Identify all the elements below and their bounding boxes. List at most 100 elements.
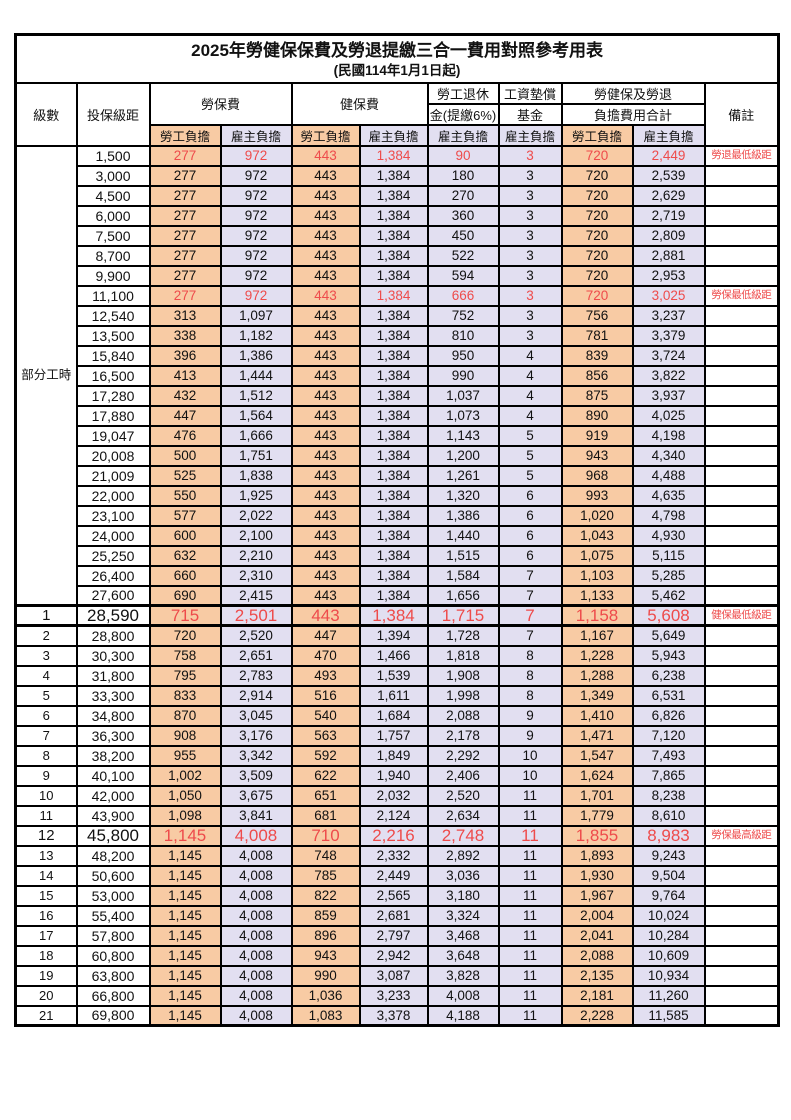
bracket-cell: 31,800 <box>75 664 151 687</box>
value-cell: 1,384 <box>358 544 429 567</box>
remark-cell <box>703 204 780 227</box>
level-cell: 5 <box>14 684 78 707</box>
level-cell: 2 <box>14 624 78 647</box>
value-cell: 2,088 <box>426 704 500 727</box>
value-cell: 4,340 <box>631 444 706 467</box>
value-cell: 313 <box>148 304 222 327</box>
table-row: 6 34,800 870 3,045 540 1,684 2,088 9 1,410 6,826 <box>14 704 780 727</box>
value-cell: 660 <box>148 564 222 587</box>
value-cell: 943 <box>290 944 361 967</box>
value-cell: 540 <box>290 704 361 727</box>
table-row: 18 60,800 1,145 4,008 943 2,942 3,648 11 2,088 10… <box>14 944 780 967</box>
remark-cell <box>703 964 780 987</box>
value-cell: 3,324 <box>426 904 500 927</box>
table-row: 14 50,600 1,145 4,008 785 2,449 3,036 11 1,930 9,… <box>14 864 780 887</box>
value-cell: 968 <box>560 464 634 487</box>
value-cell: 972 <box>219 244 293 267</box>
level-cell: 4 <box>14 664 78 687</box>
value-cell: 720 <box>560 204 634 227</box>
table-row: 17,280 432 1,512 443 1,384 1,037 4 875 3,937 <box>16 384 780 407</box>
value-cell: 2,406 <box>426 764 500 787</box>
value-cell: 1,998 <box>426 684 500 707</box>
value-cell: 443 <box>290 584 361 607</box>
value-cell: 2,681 <box>358 904 429 927</box>
value-cell: 476 <box>148 424 222 447</box>
remark-cell <box>703 184 780 207</box>
value-cell: 9,243 <box>631 844 706 867</box>
value-cell: 11 <box>497 984 563 1007</box>
value-cell: 3 <box>497 164 563 187</box>
value-cell: 2,539 <box>631 164 706 187</box>
bracket-cell: 55,400 <box>75 904 151 927</box>
bracket-cell: 11,100 <box>75 284 151 307</box>
value-cell: 1,143 <box>426 424 500 447</box>
level-cell: 12 <box>14 824 78 847</box>
value-cell: 2,719 <box>631 204 706 227</box>
value-cell: 7 <box>497 624 563 647</box>
value-cell: 2,809 <box>631 224 706 247</box>
value-cell: 5,462 <box>631 584 706 607</box>
value-cell: 2,501 <box>219 604 293 627</box>
value-cell: 810 <box>426 324 500 347</box>
bracket-cell: 20,008 <box>75 444 151 467</box>
value-cell: 1,384 <box>358 324 429 347</box>
bracket-cell: 16,500 <box>75 364 151 387</box>
value-cell: 1,471 <box>560 724 634 747</box>
remark-cell <box>703 444 780 467</box>
remark-cell <box>703 504 780 527</box>
value-cell: 1,288 <box>560 664 634 687</box>
value-cell: 1,930 <box>560 864 634 887</box>
table-row: 1 28,590 715 2,501 443 1,384 1,715 7 1,158 5,608 健… <box>14 604 780 627</box>
value-cell: 1,384 <box>358 344 429 367</box>
value-cell: 1,384 <box>358 204 429 227</box>
value-cell: 1,384 <box>358 444 429 467</box>
value-cell: 1,386 <box>426 504 500 527</box>
value-cell: 839 <box>560 344 634 367</box>
table-row: 20 66,800 1,145 4,008 1,036 3,233 4,008 11 2,181… <box>14 984 780 1007</box>
value-cell: 7,120 <box>631 724 706 747</box>
value-cell: 1,611 <box>358 684 429 707</box>
bracket-cell: 60,800 <box>75 944 151 967</box>
value-cell: 2,520 <box>219 624 293 647</box>
value-cell: 396 <box>148 344 222 367</box>
value-cell: 2,041 <box>560 924 634 947</box>
value-cell: 3,025 <box>631 284 706 307</box>
value-cell: 919 <box>560 424 634 447</box>
value-cell: 277 <box>148 224 222 247</box>
value-cell: 2,332 <box>358 844 429 867</box>
remark-cell <box>703 264 780 287</box>
value-cell: 443 <box>290 164 361 187</box>
value-cell: 859 <box>290 904 361 927</box>
remark-cell <box>703 564 780 587</box>
table-row: 8,700 277 972 443 1,384 522 3 720 2,881 <box>16 244 780 267</box>
value-cell: 4,008 <box>219 864 293 887</box>
value-cell: 8,238 <box>631 784 706 807</box>
value-cell: 666 <box>426 284 500 307</box>
remark-cell <box>703 544 780 567</box>
value-cell: 1,440 <box>426 524 500 547</box>
value-cell: 6,238 <box>631 664 706 687</box>
level-cell: 16 <box>14 904 78 927</box>
table-row: 22,000 550 1,925 443 1,384 1,320 6 993 4,635 <box>16 484 780 507</box>
value-cell: 2,914 <box>219 684 293 707</box>
bracket-cell: 8,700 <box>75 244 151 267</box>
value-cell: 720 <box>148 624 222 647</box>
value-cell: 1,386 <box>219 344 293 367</box>
header-wage-fund-line2: 基金 <box>497 102 563 126</box>
level-cell: 17 <box>14 924 78 947</box>
table-row: 15,840 396 1,386 443 1,384 950 4 839 3,724 <box>16 344 780 367</box>
bracket-cell: 15,840 <box>75 344 151 367</box>
value-cell: 5 <box>497 444 563 467</box>
value-cell: 3,822 <box>631 364 706 387</box>
value-cell: 3 <box>497 304 563 327</box>
value-cell: 1,728 <box>426 624 500 647</box>
bracket-cell: 36,300 <box>75 724 151 747</box>
value-cell: 3 <box>497 224 563 247</box>
value-cell: 11 <box>497 904 563 927</box>
value-cell: 500 <box>148 444 222 467</box>
bracket-cell: 23,100 <box>75 504 151 527</box>
value-cell: 681 <box>290 804 361 827</box>
value-cell: 972 <box>219 284 293 307</box>
value-cell: 277 <box>148 144 222 167</box>
value-cell: 972 <box>219 184 293 207</box>
